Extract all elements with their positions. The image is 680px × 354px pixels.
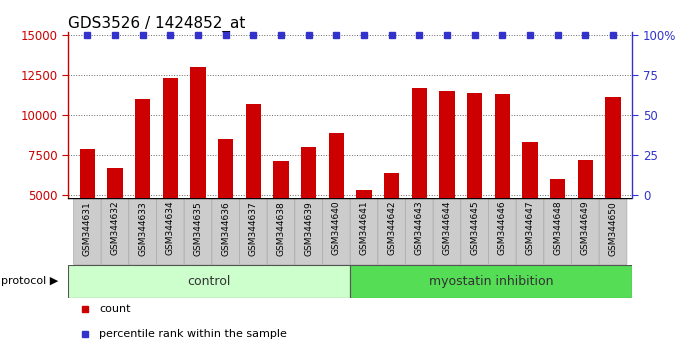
- FancyBboxPatch shape: [295, 198, 322, 265]
- FancyBboxPatch shape: [405, 198, 433, 265]
- FancyBboxPatch shape: [239, 198, 267, 265]
- FancyBboxPatch shape: [378, 198, 405, 265]
- FancyBboxPatch shape: [73, 198, 101, 265]
- Bar: [273, 161, 288, 275]
- Text: GSM344647: GSM344647: [526, 201, 534, 256]
- Text: GDS3526 / 1424852_at: GDS3526 / 1424852_at: [68, 16, 245, 32]
- FancyBboxPatch shape: [350, 198, 378, 265]
- Bar: [550, 179, 565, 275]
- Bar: [495, 94, 510, 275]
- Bar: [467, 93, 482, 275]
- Text: GSM344648: GSM344648: [554, 201, 562, 256]
- Bar: [135, 99, 150, 275]
- Text: GSM344640: GSM344640: [332, 201, 341, 256]
- FancyBboxPatch shape: [156, 198, 184, 265]
- FancyBboxPatch shape: [322, 198, 350, 265]
- Bar: [439, 91, 455, 275]
- Text: myostatin inhibition: myostatin inhibition: [429, 275, 554, 288]
- Bar: [107, 168, 122, 275]
- FancyBboxPatch shape: [267, 198, 295, 265]
- FancyBboxPatch shape: [488, 198, 516, 265]
- Bar: [356, 190, 372, 275]
- FancyBboxPatch shape: [516, 198, 544, 265]
- FancyBboxPatch shape: [571, 198, 599, 265]
- FancyBboxPatch shape: [461, 198, 488, 265]
- Text: GSM344644: GSM344644: [443, 201, 452, 255]
- Text: GSM344638: GSM344638: [277, 201, 286, 256]
- Bar: [328, 133, 344, 275]
- FancyBboxPatch shape: [129, 198, 156, 265]
- Bar: [163, 78, 178, 275]
- Text: GSM344645: GSM344645: [470, 201, 479, 256]
- Bar: [245, 104, 261, 275]
- Bar: [605, 97, 621, 275]
- Text: GSM344637: GSM344637: [249, 201, 258, 256]
- Bar: [190, 67, 205, 275]
- Text: GSM344635: GSM344635: [194, 201, 203, 256]
- Text: GSM344636: GSM344636: [221, 201, 231, 256]
- Text: GSM344646: GSM344646: [498, 201, 507, 256]
- FancyBboxPatch shape: [184, 198, 212, 265]
- Text: protocol ▶: protocol ▶: [1, 276, 58, 286]
- Bar: [578, 160, 593, 275]
- Text: GSM344639: GSM344639: [304, 201, 313, 256]
- Bar: [68, 265, 350, 298]
- Text: count: count: [99, 304, 131, 314]
- Text: GSM344634: GSM344634: [166, 201, 175, 256]
- Bar: [384, 173, 399, 275]
- FancyBboxPatch shape: [433, 198, 461, 265]
- Text: percentile rank within the sample: percentile rank within the sample: [99, 329, 287, 339]
- FancyBboxPatch shape: [101, 198, 129, 265]
- Text: GSM344643: GSM344643: [415, 201, 424, 256]
- Text: control: control: [188, 275, 231, 288]
- Text: GSM344632: GSM344632: [111, 201, 120, 256]
- Bar: [350, 265, 632, 298]
- FancyBboxPatch shape: [599, 198, 627, 265]
- Text: GSM344633: GSM344633: [138, 201, 147, 256]
- Bar: [522, 142, 538, 275]
- FancyBboxPatch shape: [212, 198, 239, 265]
- Text: GSM344631: GSM344631: [83, 201, 92, 256]
- Bar: [80, 149, 95, 275]
- Text: GSM344650: GSM344650: [609, 201, 617, 256]
- Bar: [412, 88, 427, 275]
- Text: GSM344641: GSM344641: [360, 201, 369, 256]
- Bar: [301, 147, 316, 275]
- FancyBboxPatch shape: [544, 198, 571, 265]
- Bar: [218, 139, 233, 275]
- Text: GSM344649: GSM344649: [581, 201, 590, 256]
- Text: GSM344642: GSM344642: [387, 201, 396, 255]
